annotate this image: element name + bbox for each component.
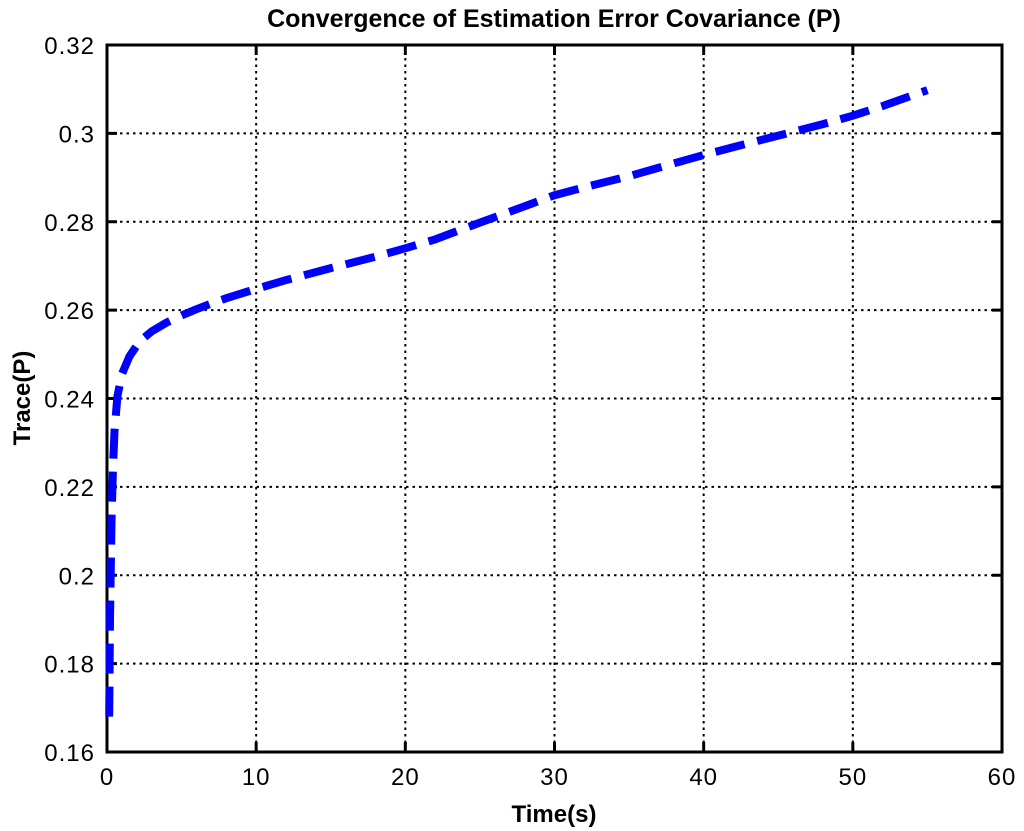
x-tick-label: 40 — [689, 764, 718, 791]
y-tick-label: 0.32 — [44, 33, 95, 60]
x-tick-label: 30 — [540, 764, 569, 791]
y-tick-label: 0.22 — [44, 475, 95, 502]
y-tick-label: 0.26 — [44, 298, 95, 325]
y-tick-label: 0.24 — [44, 387, 95, 414]
x-axis-label: Time(s) — [512, 801, 597, 828]
y-tick-label: 0.16 — [44, 740, 95, 767]
y-tick-label: 0.28 — [44, 210, 95, 237]
x-tick-label: 60 — [988, 764, 1017, 791]
y-tick-label: 0.3 — [59, 121, 95, 148]
chart-title: Convergence of Estimation Error Covarian… — [267, 5, 841, 33]
tick-labels: 0 10 20 30 40 50 60 0.16 0.18 0.2 0.22 0.24 0.26 0.28… — [44, 33, 1017, 791]
trace-p-dashed-line — [105, 86, 929, 717]
x-tick-label: 10 — [242, 764, 271, 791]
x-tick-label: 0 — [100, 764, 114, 791]
y-tick-label: 0.2 — [59, 563, 95, 590]
y-axis-label: Trace(P) — [9, 351, 36, 446]
y-tick-label: 0.18 — [44, 652, 95, 679]
x-tick-label: 20 — [391, 764, 420, 791]
x-tick-label: 50 — [838, 764, 867, 791]
gridlines — [107, 45, 1002, 752]
